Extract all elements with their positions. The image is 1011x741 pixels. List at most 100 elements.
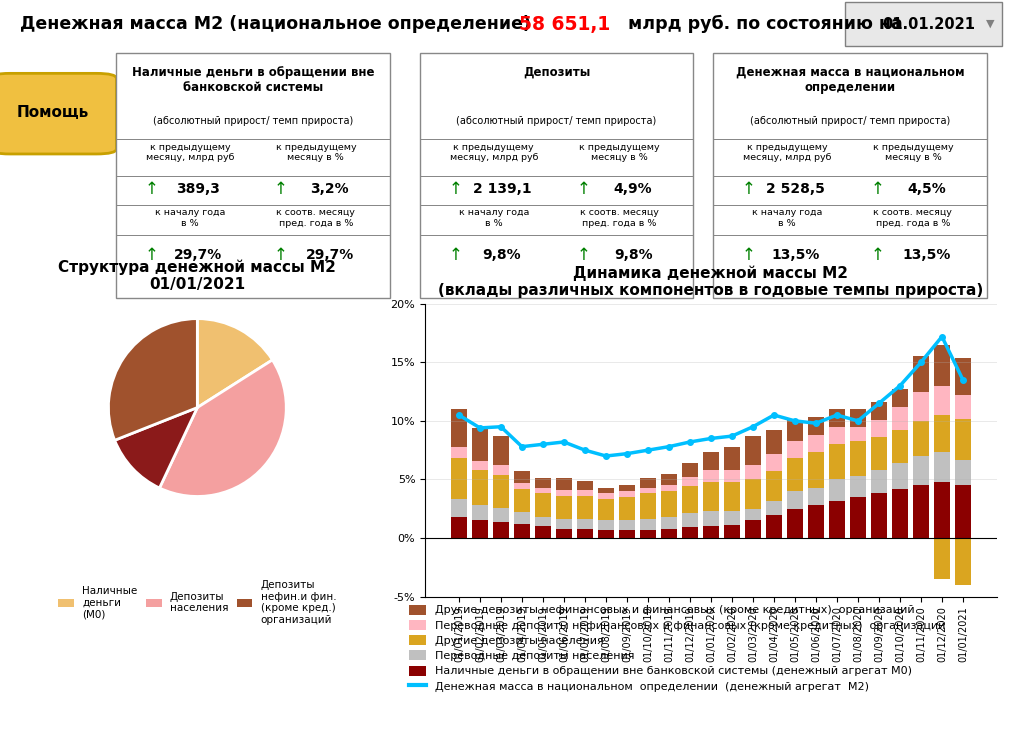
Bar xyxy=(451,499,466,517)
Bar xyxy=(576,490,592,496)
Text: 9,8%: 9,8% xyxy=(482,247,521,262)
Bar xyxy=(807,505,823,538)
Text: (абсолютный прирост/ темп прироста): (абсолютный прирост/ темп прироста) xyxy=(749,116,949,126)
Bar xyxy=(807,417,823,435)
Text: 29,7%: 29,7% xyxy=(305,247,353,262)
Wedge shape xyxy=(197,319,272,408)
Bar xyxy=(828,479,844,500)
Bar xyxy=(787,508,802,538)
Bar xyxy=(471,505,487,520)
Bar xyxy=(744,479,760,508)
Text: 29,7%: 29,7% xyxy=(174,247,222,262)
Bar xyxy=(576,481,592,490)
Bar xyxy=(420,235,693,236)
Bar xyxy=(619,520,634,530)
Bar xyxy=(514,489,530,512)
Bar xyxy=(744,508,760,520)
Text: Денежная масса М2 (национальное определение): Денежная масса М2 (национальное определе… xyxy=(20,15,531,33)
Title: Динамика денежной массы М2
(вклады различных компонентов в годовые темпы прирост: Динамика денежной массы М2 (вклады разли… xyxy=(438,265,983,299)
Text: к предыдущему
месяцу в %: к предыдущему месяцу в % xyxy=(578,142,659,162)
Bar xyxy=(420,53,693,298)
Text: 01.01.2021: 01.01.2021 xyxy=(882,16,975,32)
Bar xyxy=(891,431,907,463)
Text: Депозиты: Депозиты xyxy=(523,66,589,79)
Text: к соотв. месяцу
пред. года в %: к соотв. месяцу пред. года в % xyxy=(276,208,355,227)
Bar xyxy=(555,478,571,490)
Денежная масса в национальном  определении  (денежный агрегат  М2) xyxy=(704,434,716,443)
Bar xyxy=(713,53,986,298)
Line: Денежная масса в национальном  определении  (денежный агрегат  М2): Денежная масса в национальном определени… xyxy=(456,333,964,459)
Bar xyxy=(451,409,466,447)
Text: 2 528,5: 2 528,5 xyxy=(765,182,824,196)
Денежная масса в национальном  определении  (денежный агрегат  М2) xyxy=(452,411,464,419)
Bar xyxy=(639,530,655,538)
Bar xyxy=(660,528,676,538)
Денежная масса в национальном  определении  (денежный агрегат  М2) xyxy=(767,411,779,419)
Bar xyxy=(765,453,782,471)
Денежная масса в национальном  определении  (денежный агрегат  М2) xyxy=(851,416,863,425)
Bar xyxy=(828,427,844,445)
FancyBboxPatch shape xyxy=(0,73,116,154)
Text: 9,8%: 9,8% xyxy=(614,247,652,262)
Text: ↑: ↑ xyxy=(273,180,287,199)
Wedge shape xyxy=(108,319,197,440)
Bar xyxy=(471,470,487,505)
Bar xyxy=(639,519,655,530)
Bar xyxy=(713,139,986,140)
Денежная масса в национальном  определении  (денежный агрегат  М2) xyxy=(557,437,569,446)
Денежная масса в национальном  определении  (денежный агрегат  М2) xyxy=(578,445,590,454)
Bar xyxy=(116,53,389,298)
Bar xyxy=(598,494,614,499)
Денежная масса в национальном  определении  (денежный агрегат  М2) xyxy=(935,332,947,341)
Bar xyxy=(116,235,389,236)
Text: 3,2%: 3,2% xyxy=(310,182,349,196)
Bar xyxy=(933,386,949,415)
Bar xyxy=(723,525,739,538)
Денежная масса в национальном  определении  (денежный агрегат  М2) xyxy=(641,445,653,454)
Bar xyxy=(576,496,592,519)
Text: млрд руб. по состоянию на: млрд руб. по состоянию на xyxy=(622,15,902,33)
Bar xyxy=(912,485,928,538)
Bar xyxy=(660,485,676,491)
Bar xyxy=(514,483,530,489)
Text: к соотв. месяцу
пред. года в %: к соотв. месяцу пред. года в % xyxy=(872,208,951,227)
Bar xyxy=(933,538,949,579)
Bar xyxy=(535,494,550,517)
Text: Наличные деньги в обращении вне
банковской системы: Наличные деньги в обращении вне банковск… xyxy=(131,66,374,94)
Bar xyxy=(451,517,466,538)
Bar xyxy=(849,441,865,476)
Text: ▼: ▼ xyxy=(986,19,994,29)
Денежная масса в национальном  определении  (денежный агрегат  М2) xyxy=(494,422,507,431)
Bar xyxy=(891,389,907,407)
Bar xyxy=(703,482,718,511)
Bar xyxy=(451,447,466,459)
Bar xyxy=(912,391,928,421)
Денежная масса в национальном  определении  (денежный агрегат  М2) xyxy=(600,451,612,460)
Bar xyxy=(660,473,676,485)
Text: ↑: ↑ xyxy=(145,246,159,264)
Text: 4,9%: 4,9% xyxy=(614,182,652,196)
Денежная масса в национальном  определении  (денежный агрегат  М2) xyxy=(473,423,485,432)
Денежная масса в национальном  определении  (денежный агрегат  М2) xyxy=(536,440,548,449)
Bar xyxy=(765,431,782,453)
Bar xyxy=(703,511,718,526)
Bar xyxy=(765,471,782,500)
Text: ↑: ↑ xyxy=(869,246,884,264)
Bar xyxy=(933,453,949,482)
Bar xyxy=(535,488,550,494)
Bar xyxy=(954,395,970,419)
Text: к началу года
в %: к началу года в % xyxy=(458,208,529,227)
Денежная масса в национальном  определении  (денежный агрегат  М2) xyxy=(725,432,737,441)
Bar xyxy=(660,491,676,517)
Bar xyxy=(954,419,970,459)
Wedge shape xyxy=(160,360,286,496)
Bar xyxy=(744,436,760,465)
Text: 4,5%: 4,5% xyxy=(906,182,945,196)
Bar xyxy=(787,491,802,508)
Bar xyxy=(744,465,760,479)
Денежная масса в национальном  определении  (денежный агрегат  М2) xyxy=(830,411,842,419)
Text: Денежная масса в национальном
определении: Денежная масса в национальном определени… xyxy=(735,66,963,94)
Bar xyxy=(828,500,844,538)
Bar xyxy=(681,486,698,514)
Text: ↑: ↑ xyxy=(741,246,755,264)
